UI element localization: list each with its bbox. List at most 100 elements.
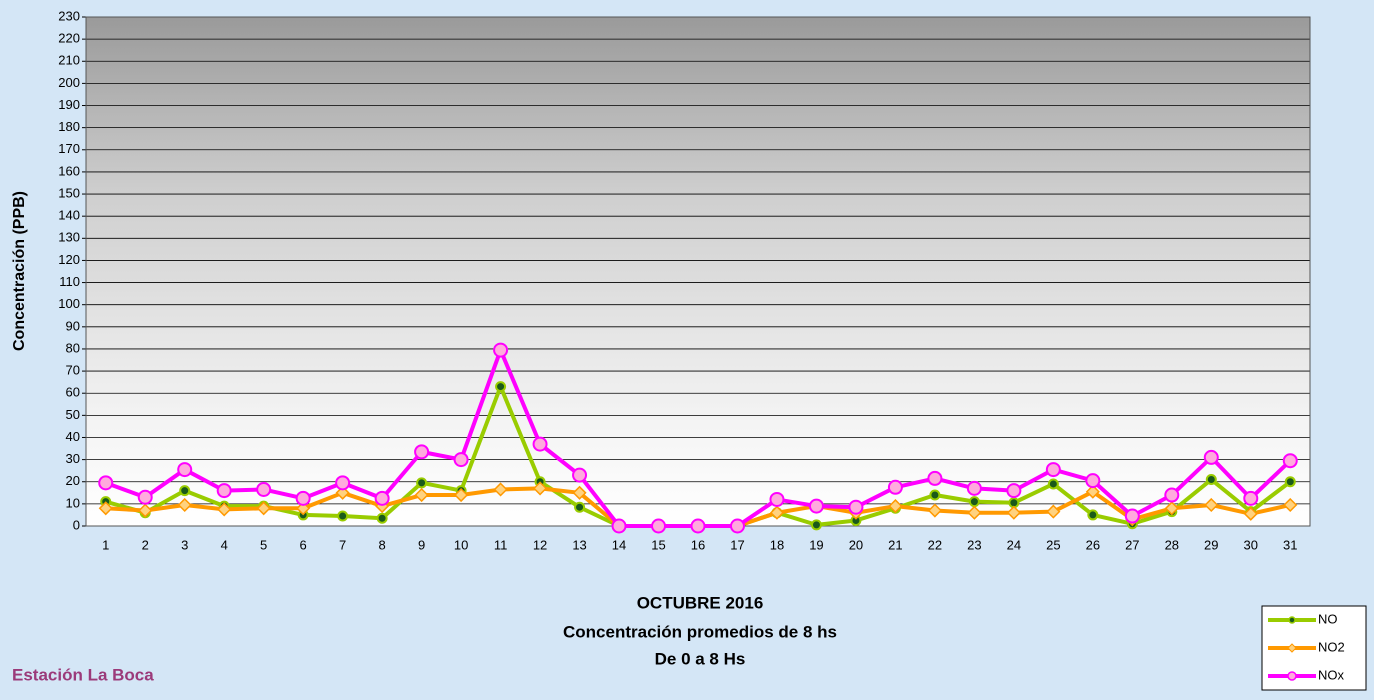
- marker: [1047, 463, 1060, 476]
- y-tick-label: 130: [58, 230, 80, 245]
- marker: [1286, 477, 1295, 486]
- x-tick-label: 30: [1244, 537, 1258, 552]
- x-tick-label: 1: [102, 537, 109, 552]
- marker: [575, 503, 584, 512]
- marker: [1049, 479, 1058, 488]
- x-tick-label: 9: [418, 537, 425, 552]
- y-tick-label: 10: [66, 495, 80, 510]
- x-tick-label: 10: [454, 537, 468, 552]
- y-tick-label: 160: [58, 163, 80, 178]
- x-tick-label: 31: [1283, 537, 1297, 552]
- marker: [889, 481, 902, 494]
- marker: [1165, 489, 1178, 502]
- marker: [810, 500, 823, 513]
- legend-label: NOx: [1318, 667, 1345, 682]
- chart-subtitle: De 0 a 8 Hs: [655, 649, 746, 668]
- marker: [1207, 475, 1216, 484]
- y-axis-title: Concentración (PPB): [11, 191, 28, 351]
- x-tick-label: 4: [221, 537, 228, 552]
- marker: [1284, 454, 1297, 467]
- x-tick-label: 16: [691, 537, 705, 552]
- y-tick-label: 190: [58, 97, 80, 112]
- x-tick-label: 20: [849, 537, 863, 552]
- x-tick-label: 28: [1165, 537, 1179, 552]
- marker: [218, 484, 231, 497]
- marker: [1007, 484, 1020, 497]
- y-tick-label: 50: [66, 407, 80, 422]
- marker: [1126, 510, 1139, 523]
- x-tick-label: 29: [1204, 537, 1218, 552]
- marker: [930, 491, 939, 500]
- y-tick-label: 230: [58, 8, 80, 23]
- station-label: Estación La Boca: [12, 665, 154, 684]
- x-tick-label: 8: [379, 537, 386, 552]
- marker: [178, 463, 191, 476]
- marker: [770, 493, 783, 506]
- marker: [692, 520, 705, 533]
- marker: [415, 445, 428, 458]
- chart: Concentración (PPB) OCTUBRE 2016 Concent…: [0, 0, 1374, 700]
- x-tick-label: 24: [1007, 537, 1021, 552]
- chart-title: OCTUBRE 2016: [637, 593, 764, 612]
- x-tick-label: 6: [300, 537, 307, 552]
- legend-label: NO: [1318, 611, 1338, 626]
- y-tick-label: 220: [58, 31, 80, 46]
- y-tick-label: 60: [66, 385, 80, 400]
- y-tick-label: 70: [66, 363, 80, 378]
- marker: [257, 483, 270, 496]
- marker: [573, 469, 586, 482]
- y-tick-label: 100: [58, 296, 80, 311]
- y-tick-label: 170: [58, 141, 80, 156]
- y-tick-label: 30: [66, 451, 80, 466]
- y-tick-label: 80: [66, 340, 80, 355]
- y-tick-label: 40: [66, 429, 80, 444]
- x-tick-label: 5: [260, 537, 267, 552]
- x-tick-label: 19: [809, 537, 823, 552]
- marker: [849, 501, 862, 514]
- y-tick-label: 150: [58, 185, 80, 200]
- marker: [1088, 510, 1097, 519]
- y-tick-label: 110: [59, 274, 80, 289]
- x-tick-label: 18: [770, 537, 784, 552]
- x-tick-label: 7: [339, 537, 346, 552]
- x-tick-label: 27: [1125, 537, 1139, 552]
- y-tick-label: 0: [73, 517, 80, 532]
- marker: [417, 478, 426, 487]
- marker: [731, 520, 744, 533]
- x-tick-label: 11: [494, 537, 508, 552]
- x-tick-label: 2: [142, 537, 149, 552]
- marker: [496, 382, 505, 391]
- marker: [534, 438, 547, 451]
- x-tick-label: 26: [1086, 537, 1100, 552]
- marker: [455, 453, 468, 466]
- marker: [613, 520, 626, 533]
- page: Concentración (PPB) OCTUBRE 2016 Concent…: [0, 0, 1374, 700]
- marker: [1205, 451, 1218, 464]
- x-tick-label: 12: [533, 537, 547, 552]
- marker: [812, 520, 821, 529]
- y-tick-label: 140: [58, 208, 80, 223]
- marker: [378, 514, 387, 523]
- x-tick-label: 25: [1046, 537, 1060, 552]
- y-tick-label: 20: [66, 473, 80, 488]
- x-tick-label: 15: [651, 537, 665, 552]
- marker: [652, 520, 665, 533]
- y-tick-label: 90: [66, 318, 80, 333]
- marker: [338, 512, 347, 521]
- marker: [1244, 492, 1257, 505]
- x-tick-label: 17: [730, 537, 744, 552]
- legend-marker: [1288, 672, 1296, 680]
- x-tick-label: 3: [181, 537, 188, 552]
- marker: [336, 476, 349, 489]
- marker: [968, 482, 981, 495]
- marker: [376, 492, 389, 505]
- marker: [99, 476, 112, 489]
- x-tick-label: 21: [888, 537, 902, 552]
- marker: [1086, 474, 1099, 487]
- x-tick-label: 23: [967, 537, 981, 552]
- marker: [494, 344, 507, 357]
- x-tick-label: 22: [928, 537, 942, 552]
- marker: [970, 497, 979, 506]
- marker: [928, 472, 941, 485]
